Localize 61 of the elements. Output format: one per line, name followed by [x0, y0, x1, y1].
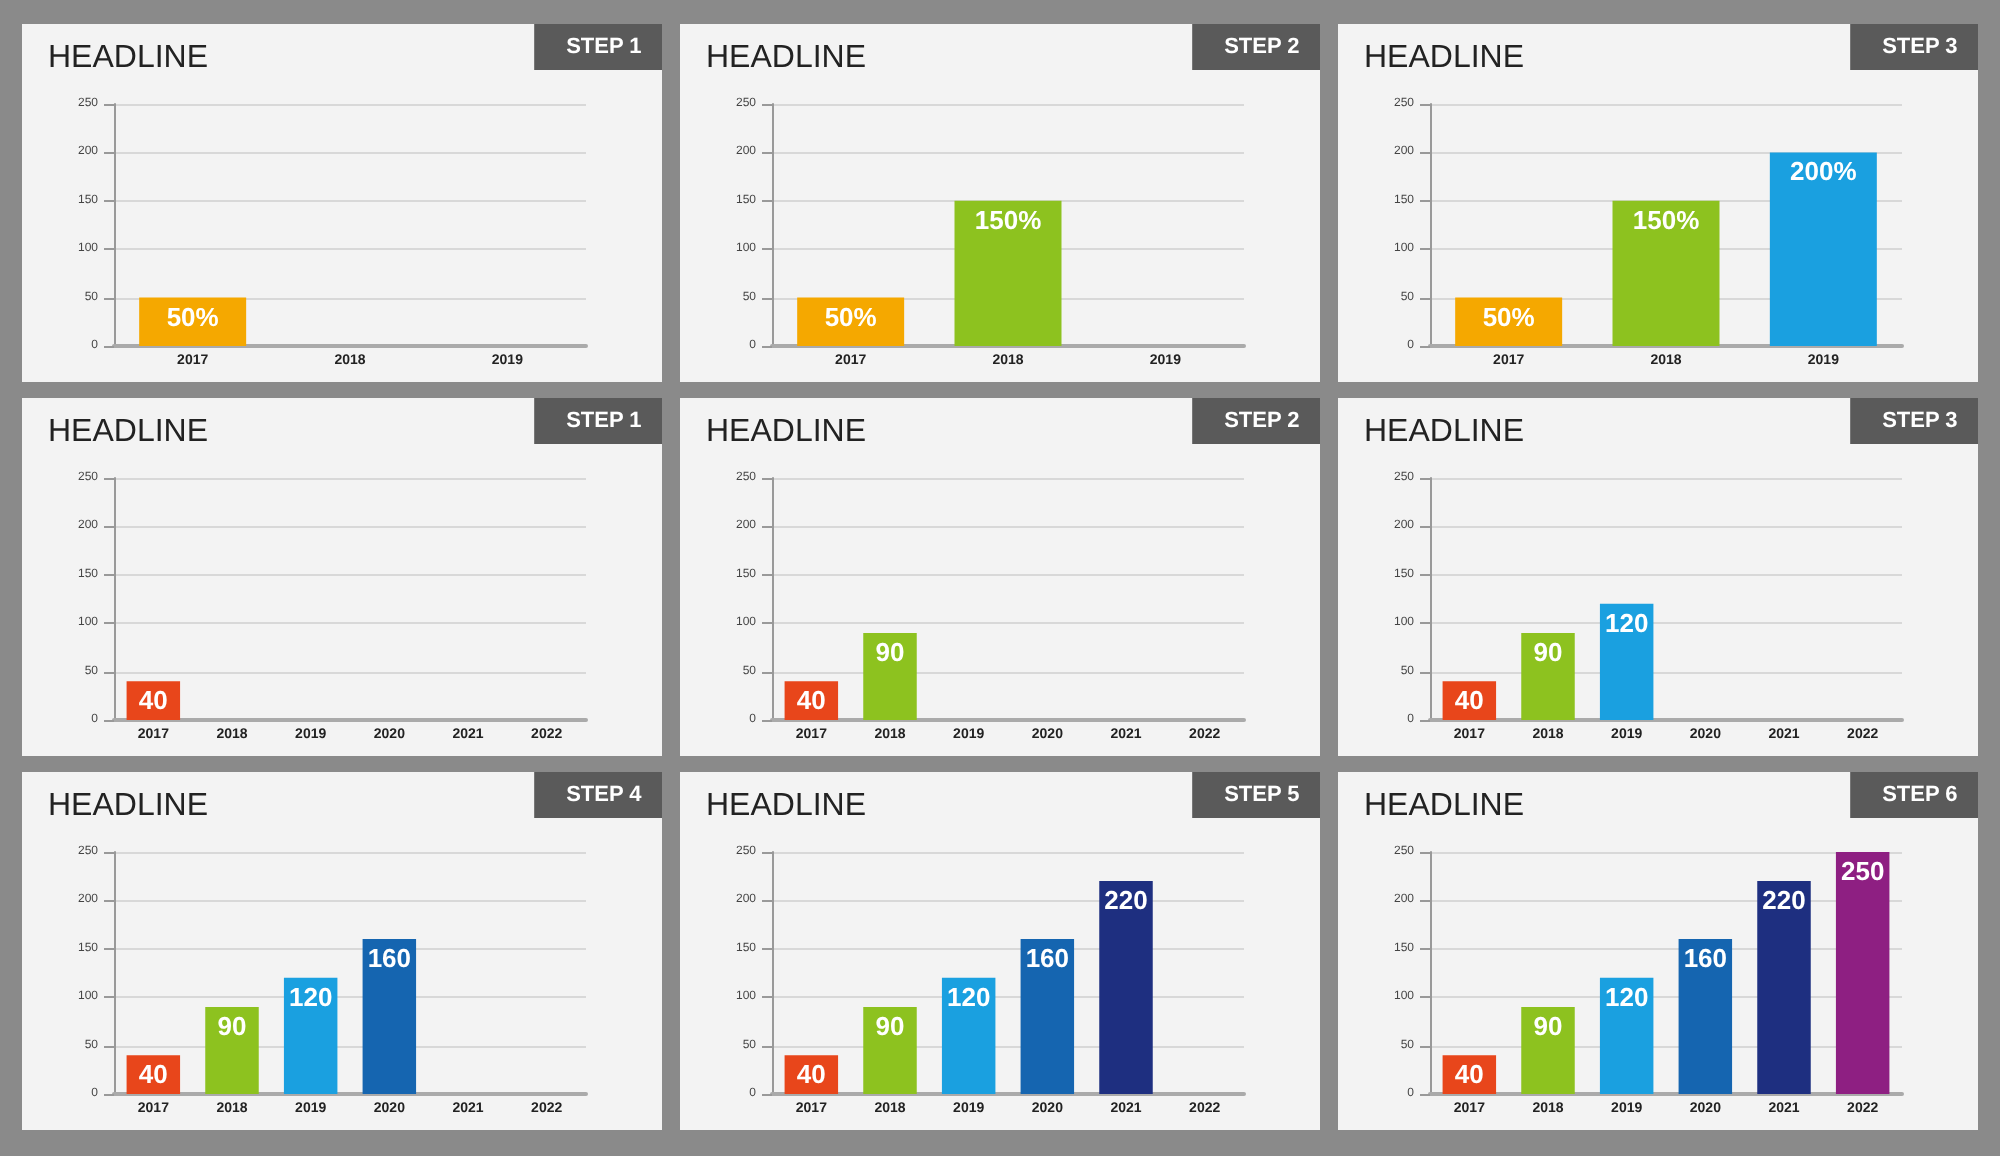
- bar: [1835, 852, 1890, 1094]
- data-label: 150%: [1632, 204, 1701, 235]
- bar: [283, 977, 338, 1094]
- data-label: 120: [1604, 607, 1649, 638]
- chart-subtitle: STEP 1: [566, 409, 642, 433]
- data-label: 50%: [166, 301, 220, 332]
- data-label: 120: [1604, 981, 1649, 1012]
- data-label: 90: [875, 636, 905, 667]
- chart-subtitle: STEP 2: [1224, 35, 1300, 59]
- chart-title: HEADLINE: [706, 789, 867, 823]
- data-label: 40: [1454, 1059, 1484, 1090]
- chart-title: HEADLINE: [1364, 789, 1525, 823]
- data-label: 90: [1533, 1010, 1563, 1041]
- chart-subtitle: STEP 3: [1882, 409, 1958, 433]
- bar: [1521, 632, 1575, 720]
- chart-subtitle: STEP 1: [566, 35, 642, 59]
- bar: [362, 939, 417, 1094]
- data-label: 50%: [1482, 301, 1536, 332]
- chart-subtitle: STEP 6: [1882, 783, 1958, 807]
- bar: [1099, 881, 1153, 1094]
- data-label: 90: [1533, 636, 1563, 667]
- data-label: 90: [217, 1010, 247, 1041]
- chart-subtitle: STEP 2: [1224, 409, 1300, 433]
- data-label: 90: [875, 1010, 905, 1041]
- data-label: 40: [138, 685, 168, 716]
- chart-title: HEADLINE: [706, 415, 867, 449]
- data-label: 40: [796, 1059, 826, 1090]
- data-label: 200%: [1790, 156, 1858, 187]
- data-label: 220: [1104, 885, 1148, 916]
- data-label: 220: [1762, 885, 1806, 916]
- chart-title: HEADLINE: [48, 789, 209, 823]
- data-label: 160: [367, 943, 412, 974]
- bar: [1599, 977, 1654, 1094]
- chart-title: HEADLINE: [1364, 41, 1525, 75]
- data-label: 120: [288, 981, 333, 1012]
- bar: [1678, 939, 1733, 1094]
- data-label: 40: [1454, 685, 1484, 716]
- data-label: 250: [1840, 856, 1885, 886]
- data-label: 160: [1683, 943, 1728, 974]
- bar: [863, 1006, 917, 1094]
- bar: [1020, 939, 1075, 1094]
- chart-title: HEADLINE: [706, 41, 867, 75]
- chart-title: HEADLINE: [48, 41, 209, 75]
- bar: [941, 977, 996, 1094]
- chart-subtitle: STEP 3: [1882, 35, 1958, 59]
- bar: [1612, 200, 1720, 346]
- data-label: 40: [796, 685, 826, 716]
- bar: [1599, 603, 1654, 720]
- chart-title: HEADLINE: [48, 415, 209, 449]
- chart-subtitle: STEP 5: [1224, 783, 1300, 807]
- data-label: 150%: [974, 204, 1043, 235]
- data-label: 120: [946, 981, 991, 1012]
- bar: [1769, 152, 1877, 346]
- chart-title: HEADLINE: [1364, 415, 1525, 449]
- bar: [1757, 881, 1811, 1094]
- data-label: 40: [138, 1059, 168, 1090]
- data-label: 160: [1025, 943, 1070, 974]
- chart-subtitle: STEP 4: [566, 783, 644, 807]
- data-label: 50%: [824, 301, 878, 332]
- bar: [205, 1006, 259, 1094]
- bar: [1521, 1006, 1575, 1094]
